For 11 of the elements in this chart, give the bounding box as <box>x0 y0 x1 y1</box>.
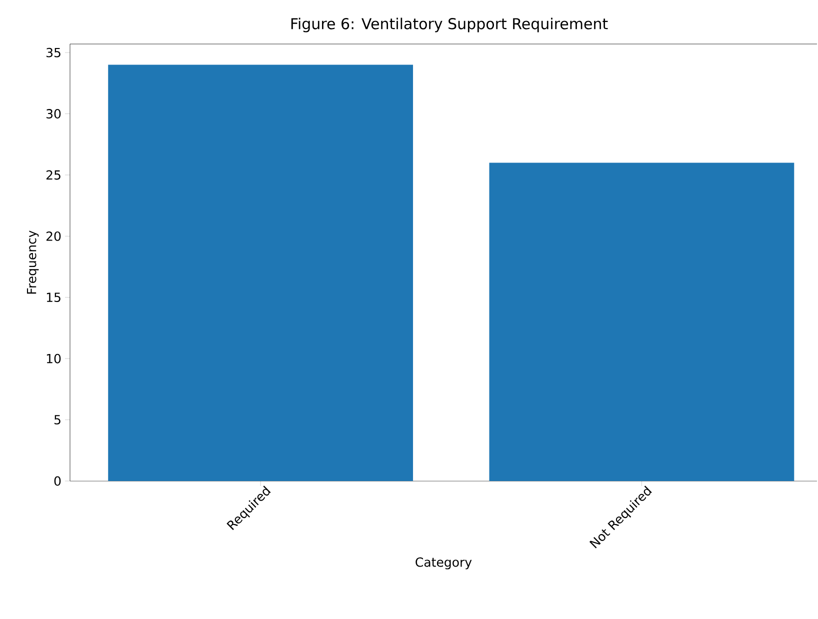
y-tick-label: 25 <box>46 170 60 180</box>
y-axis-title: Frequency <box>26 230 39 294</box>
chart-title: Figure 6: Ventilatory Support Requirement <box>291 18 608 32</box>
y-tick-label: 15 <box>46 292 60 302</box>
x-axis-title: Category <box>416 557 472 570</box>
y-tick-label: 5 <box>54 415 60 424</box>
y-tick-label: 0 <box>54 476 61 486</box>
y-tick-label: 20 <box>46 231 61 241</box>
y-tick-label: 30 <box>46 109 61 118</box>
y-tick-label: 35 <box>46 48 60 58</box>
y-tick-label: 10 <box>46 354 61 364</box>
